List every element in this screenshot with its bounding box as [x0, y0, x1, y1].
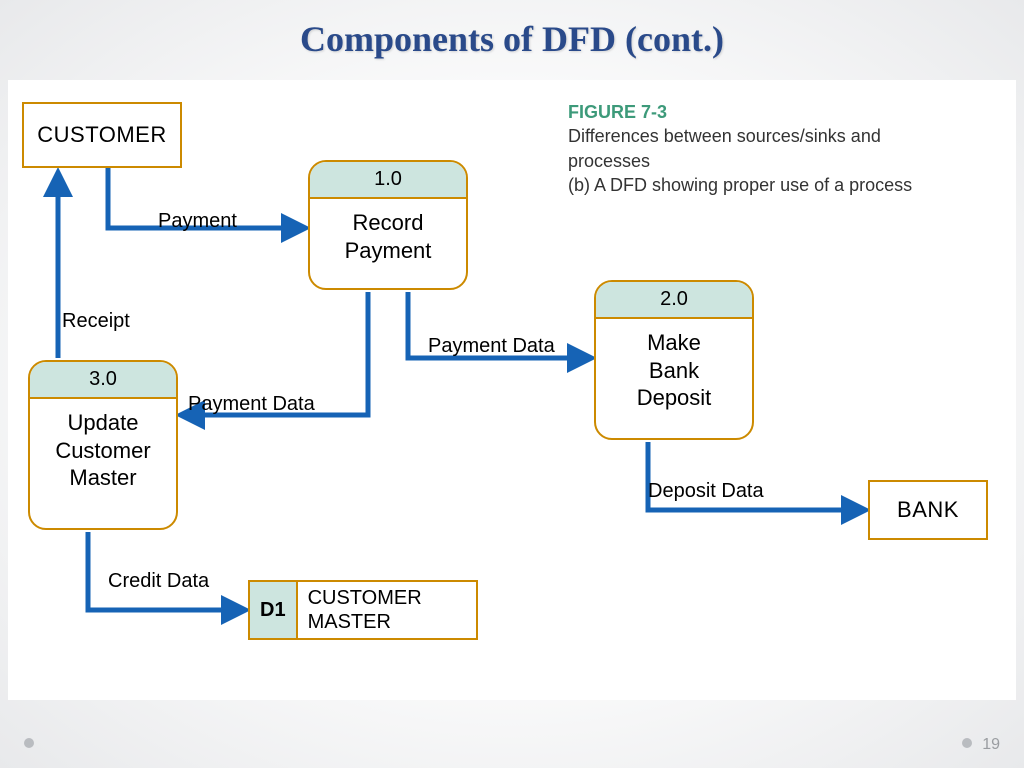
flow-label-5: Deposit Data — [648, 480, 764, 503]
process-update-customer-master: 3.0 UpdateCustomerMaster — [28, 360, 178, 530]
process-3-label: UpdateCustomerMaster — [30, 399, 176, 502]
datastore-id: D1 — [250, 582, 298, 638]
flow-label-2: Payment Data — [428, 335, 555, 358]
entity-bank: BANK — [868, 480, 988, 540]
flow-label-3: Payment Data — [188, 393, 315, 416]
process-1-label: RecordPayment — [310, 199, 466, 274]
decorative-dot-right — [962, 738, 972, 748]
process-2-label: MakeBankDeposit — [596, 319, 752, 422]
flow-label-1: Receipt — [62, 310, 130, 333]
dfd-diagram: CUSTOMER BANK 1.0 RecordPayment 2.0 Make… — [8, 80, 1016, 700]
caption-line2: (b) A DFD showing proper use of a proces… — [568, 175, 912, 195]
figure-number: FIGURE 7-3 — [568, 102, 667, 122]
datastore-customer-master: D1 CUSTOMERMASTER — [248, 580, 478, 640]
process-make-bank-deposit: 2.0 MakeBankDeposit — [594, 280, 754, 440]
entity-customer-label: CUSTOMER — [37, 122, 167, 148]
entity-customer: CUSTOMER — [22, 102, 182, 168]
caption-line1: Differences between sources/sinks and pr… — [568, 126, 881, 170]
process-3-number: 3.0 — [30, 362, 176, 399]
flow-label-4: Credit Data — [108, 570, 209, 593]
page-number: 19 — [982, 736, 1000, 754]
slide-title: Components of DFD (cont.) — [0, 18, 1024, 60]
process-1-number: 1.0 — [310, 162, 466, 199]
figure-caption: FIGURE 7-3 Differences between sources/s… — [568, 100, 928, 197]
flow-label-0: Payment — [158, 210, 237, 233]
datastore-label: CUSTOMERMASTER — [298, 582, 432, 638]
entity-bank-label: BANK — [897, 497, 959, 523]
decorative-dot-left — [24, 738, 34, 748]
process-2-number: 2.0 — [596, 282, 752, 319]
process-record-payment: 1.0 RecordPayment — [308, 160, 468, 290]
